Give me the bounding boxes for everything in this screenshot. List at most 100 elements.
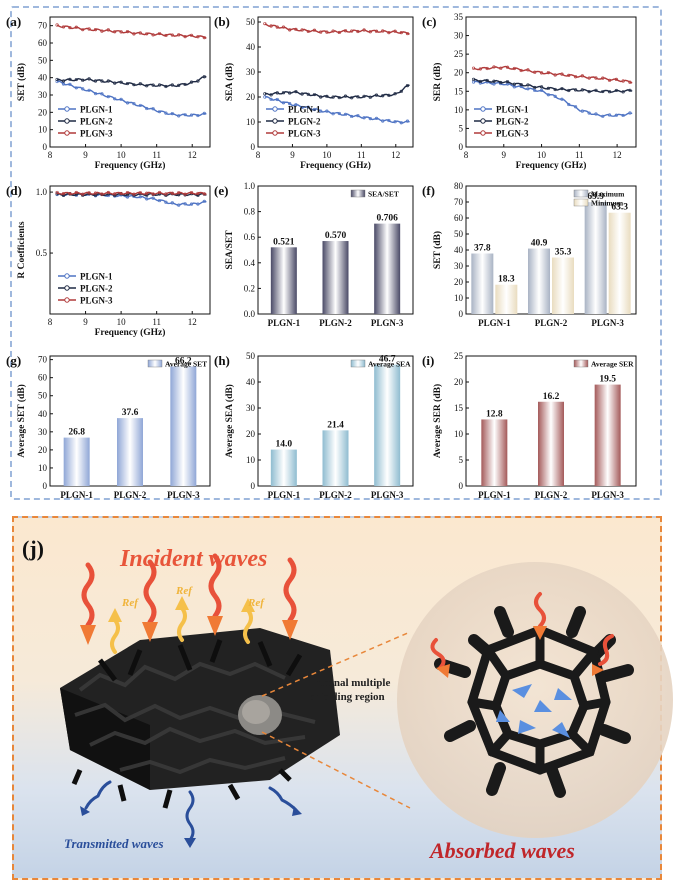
legend-marker — [64, 297, 70, 303]
legend-label: PLGN-2 — [496, 117, 529, 127]
bar — [481, 419, 508, 486]
data-point — [138, 103, 142, 108]
data-label: 40.9 — [531, 239, 548, 249]
data-point — [492, 65, 496, 69]
y-tick-label: 60 — [38, 373, 48, 383]
panel-label: (g) — [6, 353, 21, 368]
data-point — [125, 191, 130, 195]
data-point — [100, 92, 104, 96]
data-point — [281, 101, 286, 105]
data-point — [164, 192, 168, 196]
category-label: PLGN-1 — [60, 490, 93, 500]
y-tick-label: 0 — [459, 309, 464, 319]
y-tick-label: 0.8 — [244, 207, 256, 217]
data-point — [331, 95, 335, 99]
data-point — [263, 95, 267, 99]
data-point — [526, 87, 530, 91]
data-point — [560, 97, 564, 101]
series-line-PLGN-3 — [56, 191, 207, 195]
data-point — [300, 105, 304, 110]
series-line-PLGN-1 — [57, 80, 207, 117]
data-point — [546, 86, 550, 90]
x-tick-label: 11 — [575, 150, 584, 160]
y-axis-label: SET (dB) — [16, 63, 27, 101]
data-point — [81, 87, 85, 91]
data-point — [87, 88, 91, 92]
bar — [594, 384, 621, 486]
data-label: 0.570 — [325, 231, 347, 241]
bar — [374, 223, 401, 314]
y-tick-label: 10 — [454, 293, 464, 303]
y-tick-label: 50 — [38, 55, 48, 65]
data-point — [269, 93, 273, 97]
data-point — [539, 85, 544, 89]
data-point — [533, 88, 537, 93]
category-label: PLGN-3 — [371, 318, 404, 328]
y-tick-label: 50 — [246, 17, 256, 27]
x-tick-label: 8 — [48, 150, 53, 160]
data-point — [567, 73, 571, 77]
data-point — [68, 77, 72, 81]
data-label: 63.3 — [611, 203, 628, 213]
data-point — [533, 70, 537, 74]
data-label: 16.2 — [543, 392, 560, 402]
data-point — [614, 77, 618, 81]
data-point — [138, 82, 142, 86]
data-point — [288, 102, 292, 106]
data-point — [573, 75, 578, 79]
y-tick-label: 20 — [38, 445, 48, 455]
data-point — [281, 25, 286, 29]
panel-label: (e) — [214, 183, 228, 198]
data-point — [263, 22, 267, 26]
data-point — [319, 30, 323, 34]
legend-label: Average SER — [591, 360, 634, 369]
data-point — [81, 28, 85, 32]
y-tick-label: 10 — [454, 105, 464, 115]
data-point — [399, 31, 403, 35]
y-tick-label: 0 — [459, 481, 464, 491]
y-tick-label: 25 — [454, 351, 464, 361]
data-point — [553, 94, 557, 98]
y-axis-label: Average SET (dB) — [16, 384, 27, 458]
data-point — [202, 199, 206, 203]
panel-label: (c) — [422, 14, 436, 29]
y-axis-label: Average SER (dB) — [432, 384, 443, 458]
data-point — [573, 105, 578, 109]
data-point — [325, 30, 329, 34]
legend-marker — [480, 130, 486, 136]
data-point — [263, 92, 267, 96]
data-label: 69.9 — [587, 192, 604, 202]
data-point — [288, 91, 292, 95]
panel-f: 0 10 20 30 40 50 60 70 80 SET (dB) (f) PLGN-1 37.8 18… — [422, 181, 637, 328]
y-tick-label: 30 — [38, 90, 48, 100]
bar — [322, 430, 349, 486]
data-point — [546, 71, 550, 75]
data-point — [393, 120, 397, 124]
panel-d: 0.5 1.0 R Coefficients (d) 8 9 10 11 12 Frequency… — [6, 183, 211, 338]
x-tick-label: 12 — [613, 150, 622, 160]
data-point — [337, 30, 341, 35]
legend-marker — [64, 130, 70, 136]
x-tick-label: 8 — [256, 150, 261, 160]
y-tick-label: 0.0 — [244, 309, 256, 319]
legend-marker — [480, 106, 486, 112]
data-point — [628, 88, 632, 92]
data-point — [580, 74, 584, 78]
data-point — [362, 94, 366, 98]
y-tick-label: 0.2 — [244, 283, 255, 293]
data-label: 37.8 — [474, 244, 491, 254]
data-point — [125, 81, 130, 86]
y-tick-label: 30 — [38, 427, 48, 437]
data-point — [374, 93, 379, 97]
bar — [495, 284, 518, 314]
data-point — [170, 83, 174, 87]
bar — [374, 364, 401, 486]
data-point — [607, 113, 612, 117]
x-tick-label: 10 — [117, 317, 127, 327]
x-tick-label: 8 — [464, 150, 469, 160]
absorbed-waves-label: Absorbed waves — [428, 838, 575, 863]
y-axis-label: SET (dB) — [432, 231, 443, 269]
data-point — [471, 77, 476, 81]
bar — [322, 241, 349, 314]
data-point — [55, 77, 59, 82]
